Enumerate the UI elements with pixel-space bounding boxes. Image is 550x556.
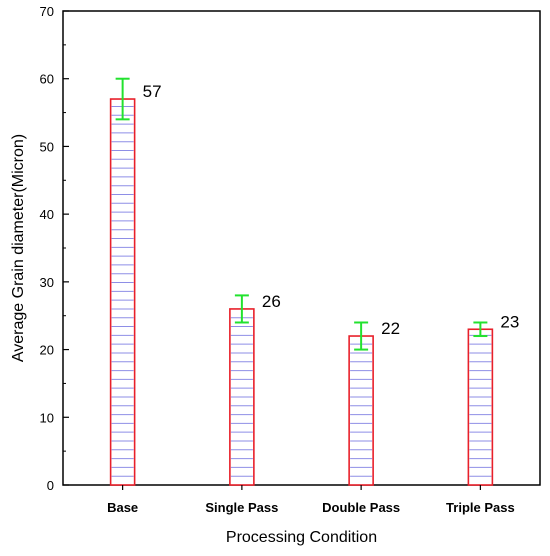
bar-base: 57 (109, 77, 162, 486)
error-bar (473, 321, 488, 338)
bar-double-pass: 22 (348, 319, 400, 486)
bar-fill (349, 336, 374, 485)
y-tick-label: 20 (40, 343, 54, 358)
y-axis-title: Average Grain diameter(Micron) (10, 134, 27, 362)
y-tick-label: 60 (40, 72, 54, 87)
error-bar (354, 321, 369, 351)
x-axis: Base Single Pass Double Pass Triple Pass (107, 485, 515, 515)
x-axis-title: Processing Condition (226, 529, 377, 546)
x-category-label: Single Pass (205, 500, 278, 515)
bar-single-pass: 26 (229, 292, 281, 486)
x-category-label: Double Pass (322, 500, 400, 515)
data-label: 23 (500, 312, 519, 331)
y-tick-label: 40 (40, 207, 54, 222)
x-category-label: Triple Pass (446, 500, 515, 515)
y-tick-label: 30 (40, 275, 54, 290)
error-bar (115, 77, 130, 121)
bar-triple-pass: 23 (467, 312, 519, 486)
y-tick-label: 10 (40, 410, 54, 425)
data-label: 57 (143, 82, 162, 101)
error-bar (234, 294, 249, 324)
y-tick-label: 70 (40, 4, 54, 19)
bar-group: 57 26 22 23 (109, 77, 519, 486)
y-tick-label: 0 (47, 478, 54, 493)
data-label: 22 (381, 319, 400, 338)
bar-fill (110, 99, 135, 486)
x-category-label: Base (107, 500, 138, 515)
y-axis: 0 10 20 30 40 50 60 70 (40, 4, 69, 493)
data-label: 26 (262, 292, 281, 311)
y-tick-label: 50 (40, 139, 54, 154)
